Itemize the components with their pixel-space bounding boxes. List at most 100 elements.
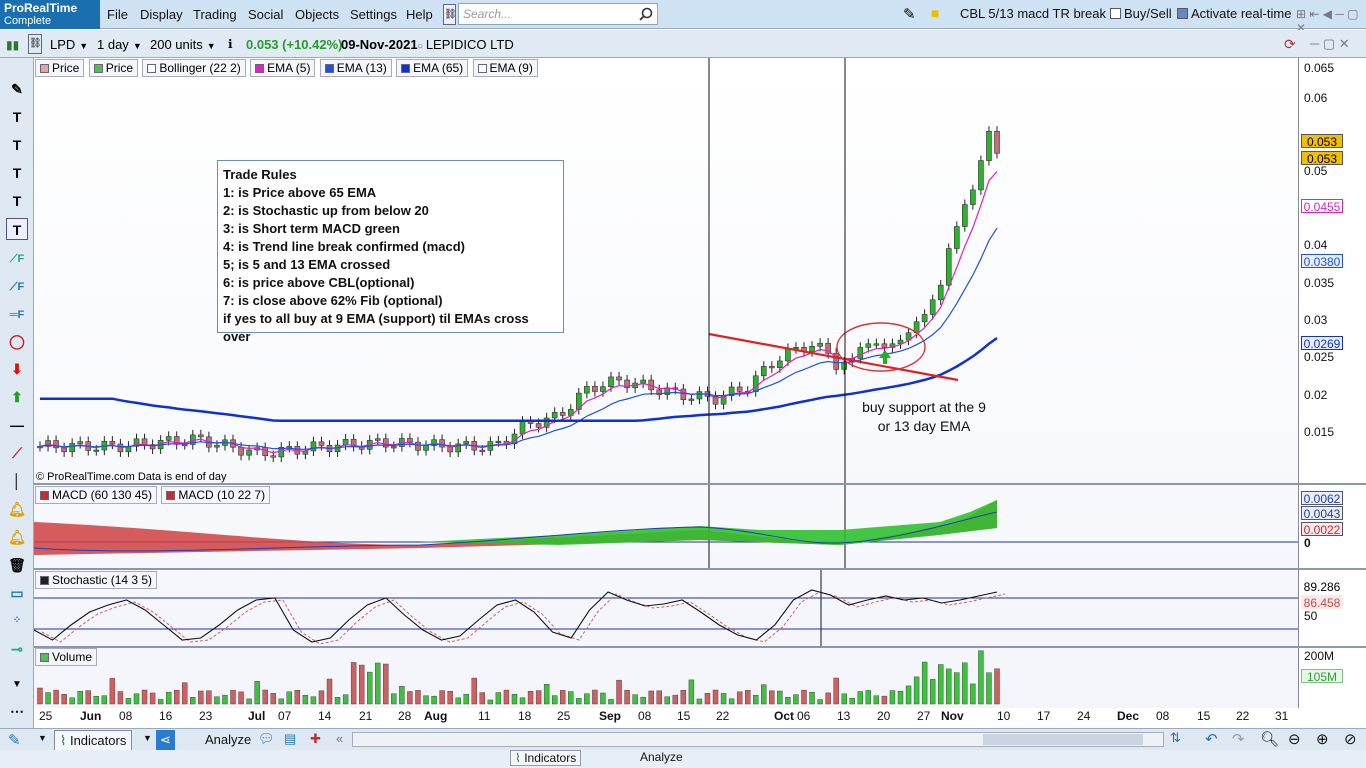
zoom-icon[interactable]: 🔍︎ — [1260, 731, 1280, 748]
legend-item[interactable]: MACD (10 22 7) — [161, 486, 271, 504]
buy-arrow-icon[interactable]: ⬆ — [11, 389, 23, 405]
sell-arrow-icon[interactable]: ⬇ — [11, 361, 23, 377]
chart-icon[interactable]: ▤ — [284, 731, 297, 746]
window-controls[interactable]: ⊞ ⇤ ◀ ─ ▢ ✕ — [1296, 7, 1359, 35]
link-chart-icon[interactable]: ⛓ — [28, 34, 42, 54]
undo-icon[interactable]: ↶ — [1205, 731, 1218, 748]
menu-help[interactable]: Help — [406, 7, 433, 22]
drawing-icon[interactable]: ✎ — [903, 6, 916, 23]
flag-icon[interactable]: ■ — [931, 5, 940, 21]
tools-icon[interactable]: ✚ — [310, 731, 321, 746]
scatter-tool-icon[interactable]: ⁘ — [12, 615, 22, 626]
volume-bar — [487, 699, 494, 705]
text-tool-icon-2[interactable]: T — [12, 137, 22, 153]
timeframe-select[interactable]: 1 day ▼ — [97, 37, 142, 52]
trash-icon[interactable]: 🗑︎ — [8, 557, 26, 573]
dropdown-icon[interactable]: ▼ — [143, 733, 152, 743]
volume-bar — [101, 695, 108, 705]
legend-item[interactable]: EMA (5) — [250, 59, 316, 77]
zoom-out-icon[interactable]: ⊖ — [1288, 731, 1301, 748]
zoom-fit-icon[interactable]: ⇅ — [1170, 730, 1181, 745]
alert-icon-2[interactable]: 🔔︎ — [8, 529, 26, 545]
panel-separator[interactable] — [34, 568, 1366, 570]
menu-settings[interactable]: Settings — [350, 7, 397, 22]
legend-item[interactable]: EMA (13) — [319, 59, 392, 77]
legend-item[interactable]: Bollinger (22 2) — [142, 59, 246, 77]
menu-file[interactable]: File — [107, 7, 128, 22]
info-icon[interactable]: ℹ — [228, 37, 233, 51]
indicators-button[interactable]: ⌇ Indicators — [54, 730, 133, 752]
ellipse-tool-icon[interactable]: ◯ — [9, 333, 25, 349]
text-tool-icon-3[interactable]: T — [12, 165, 22, 181]
candle — [576, 392, 582, 410]
horizontal-scrollbar[interactable] — [352, 732, 1164, 747]
fib-tool-icon-3[interactable]: ═F — [9, 309, 25, 321]
key-icon[interactable]: ⊸ — [11, 641, 23, 657]
alert-icon[interactable]: 🔔︎ — [8, 501, 26, 517]
volume-bar — [761, 684, 767, 705]
analyze-button-2[interactable]: Analyze — [640, 750, 683, 764]
legend-item[interactable]: Price — [35, 59, 85, 77]
fib-tool-icon[interactable]: ⟋F — [9, 253, 25, 265]
x-tick: 13 — [837, 709, 851, 723]
analyze-button[interactable]: Analyze — [205, 732, 252, 747]
dropdown-icon[interactable]: ▼ — [38, 733, 47, 743]
more-icon[interactable]: ⋯ — [10, 703, 24, 719]
legend-item[interactable]: EMA (65) — [396, 59, 469, 77]
vertical-line-icon[interactable]: │ — [12, 473, 22, 489]
units-select[interactable]: 200 units ▼ — [150, 37, 216, 52]
search-input[interactable]: Search... — [458, 3, 658, 25]
buysell-toggle[interactable]: Buy/Sell — [1110, 6, 1172, 21]
x-tick: Sep — [599, 709, 622, 723]
window-controls-2[interactable]: ─ ▢ ✕ — [1310, 36, 1350, 51]
text-box-tool-icon[interactable]: T — [6, 218, 28, 240]
candle — [270, 455, 277, 458]
refresh-icon[interactable]: ⟳ — [1284, 36, 1296, 52]
indicators-button-2[interactable]: ⌇ Indicators — [510, 750, 582, 766]
annotation-text[interactable]: buy support at the 9 or 13 day EMA — [862, 399, 986, 434]
system-name[interactable]: CBL 5/13 macd TR break — [960, 6, 1106, 21]
pencil-icon[interactable]: ✎ — [11, 81, 23, 97]
y-tick: 200M — [1304, 649, 1335, 663]
fib-tool-icon-2[interactable]: ⟋F — [9, 281, 25, 293]
legend-item[interactable]: EMA (9) — [472, 59, 538, 77]
segment-tool-icon[interactable]: ⟋ — [12, 445, 22, 461]
candle — [712, 396, 719, 405]
legend-item[interactable]: Price — [88, 59, 139, 77]
scroll-left-icon[interactable]: « — [336, 731, 344, 746]
link-icon[interactable]: ⛓ — [443, 4, 457, 25]
pen-icon[interactable]: ✎ — [8, 732, 21, 749]
menu-trading[interactable]: Trading — [193, 7, 237, 22]
search-icon[interactable] — [639, 7, 653, 21]
volume-bar — [624, 689, 630, 705]
realtime-toggle[interactable]: Activate real-time — [1177, 6, 1291, 21]
collapse-icon[interactable]: ▼ — [12, 679, 22, 690]
share-icon[interactable]: ⋖ — [156, 730, 175, 750]
line-tool-icon[interactable]: — — [10, 417, 24, 433]
legend-item[interactable]: Stochastic (14 3 5) — [35, 571, 158, 589]
ticker-select[interactable]: LPD ▼ — [50, 37, 89, 52]
rectangle-tool-icon[interactable]: ▭ — [10, 585, 24, 601]
chart-type-icon[interactable]: ▮▮ — [6, 38, 20, 52]
text-tool-icon[interactable]: T — [12, 109, 22, 125]
legend-item[interactable]: Volume — [35, 648, 98, 666]
redo-icon[interactable]: ↷ — [1232, 731, 1245, 748]
zoom-in-icon[interactable]: ⊕ — [1316, 731, 1329, 748]
zoom-reset-icon[interactable]: ⊘ — [1344, 731, 1357, 748]
volume-bar — [157, 699, 164, 705]
trade-rules-box[interactable]: Trade Rules 1: is Price above 65 EMA 2: … — [217, 160, 564, 344]
panel-separator[interactable] — [34, 483, 1366, 485]
text-tool-icon-4[interactable]: T — [12, 193, 22, 209]
volume-bar — [214, 696, 220, 705]
candle — [149, 444, 156, 450]
panel-separator[interactable] — [34, 646, 1366, 648]
menu-social[interactable]: Social — [248, 7, 284, 22]
candle — [455, 443, 461, 453]
volume-bar — [53, 689, 59, 705]
comment-icon[interactable]: 💬︎ — [258, 731, 275, 746]
legend-item[interactable]: MACD (60 130 45) — [35, 486, 158, 504]
x-tick: 17 — [1037, 709, 1051, 723]
menu-objects[interactable]: Objects — [295, 7, 340, 22]
scroll-thumb[interactable] — [983, 734, 1143, 745]
menu-display[interactable]: Display — [140, 7, 183, 22]
